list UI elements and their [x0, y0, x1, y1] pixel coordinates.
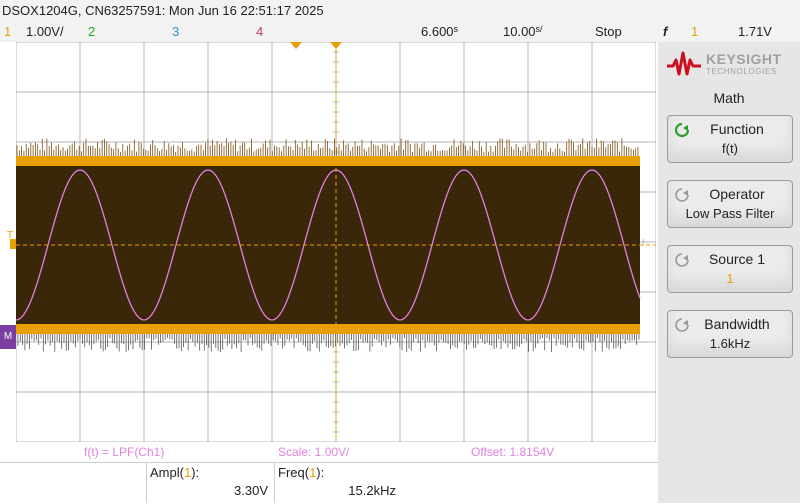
math-scale-text: Scale: 1.00V/ — [278, 445, 350, 459]
trigger-level-marker: T — [7, 230, 14, 241]
rotate-knob-icon — [675, 318, 689, 332]
time-delay-unit: s — [453, 24, 459, 34]
operator-softkey[interactable]: Operator Low Pass Filter — [667, 180, 793, 228]
trigger-source[interactable]: 1 — [691, 24, 699, 39]
function-value: f(t) — [722, 141, 738, 156]
measurement-label-end: ): — [316, 465, 325, 480]
menu-title: Math — [713, 90, 745, 106]
measurement-label-end: ): — [191, 465, 200, 480]
brand-subtitle: TECHNOLOGIES — [706, 67, 777, 76]
brand-name: KEYSIGHT — [706, 51, 782, 67]
delay-marker-icon — [290, 42, 302, 49]
ch3-number[interactable]: 3 — [172, 24, 180, 39]
rotate-knob-icon — [675, 188, 689, 202]
measurement-divider — [146, 463, 147, 503]
ch4-number[interactable]: 4 — [256, 24, 264, 39]
math-offset-text: Offset: 1.8154V — [471, 445, 555, 459]
measurement-name: Freq(1): — [278, 465, 324, 480]
ch1-ground-marker — [10, 239, 16, 249]
source1-value: 1 — [726, 271, 734, 286]
instrument-title: DSOX1204G, CN63257591: Mon Jun 16 22:51:… — [2, 3, 324, 18]
math-function-text: f(t) = LPF(Ch1) — [84, 445, 165, 459]
measurement-frequency[interactable]: Freq(1): 15.2kHz — [274, 463, 402, 503]
ch2-number[interactable]: 2 — [88, 24, 96, 39]
source1-softkey[interactable]: Source 1 1 — [667, 245, 793, 293]
rotate-knob-icon — [674, 122, 690, 138]
time-delay[interactable]: 6.600s — [421, 24, 458, 39]
math-info-bar: f(t) = LPF(Ch1) Scale: 1.00V/ Offset: 1.… — [16, 442, 656, 462]
math-ground-marker: M — [0, 325, 16, 349]
trigger-position-icon — [330, 42, 342, 49]
measurement-value: 3.30V — [234, 483, 268, 498]
source1-label: Source 1 — [708, 251, 766, 267]
measurement-value: 15.2kHz — [348, 483, 396, 498]
ch1-number[interactable]: 1 — [4, 24, 12, 39]
time-delay-value: 6.600 — [421, 24, 454, 39]
measurement-source: 1 — [309, 465, 317, 480]
keysight-logo: KEYSIGHT TECHNOLOGIES — [666, 48, 796, 84]
measurement-label: Freq( — [278, 465, 310, 480]
waveform-canvas — [16, 42, 656, 442]
time-scale-unit: s/ — [535, 24, 543, 34]
math-waveform — [16, 169, 641, 321]
function-label: Function — [710, 121, 764, 137]
time-scale[interactable]: 10.00s/ — [503, 24, 543, 39]
waveform-display[interactable] — [16, 42, 656, 442]
measurement-amplitude[interactable]: Ampl(1): 3.30V — [146, 463, 275, 503]
title-bar: DSOX1204G, CN63257591: Mon Jun 16 22:51:… — [0, 0, 800, 22]
operator-label: Operator — [709, 186, 765, 202]
function-softkey[interactable]: Function f(t) — [667, 115, 793, 163]
run-state[interactable]: Stop — [595, 24, 622, 39]
measurement-bar — [0, 462, 658, 504]
trigger-edge-icon: f — [663, 24, 668, 39]
status-bar: 1 1.00V/ 2 3 4 6.600s 10.00s/ Stop f 1 1… — [0, 22, 800, 42]
ch1-scale[interactable]: 1.00V/ — [26, 24, 64, 39]
bandwidth-label: Bandwidth — [704, 316, 770, 332]
bandwidth-value: 1.6kHz — [709, 336, 751, 351]
time-scale-value: 10.00 — [503, 24, 536, 39]
trigger-level[interactable]: 1.71V — [738, 24, 772, 39]
bandwidth-softkey[interactable]: Bandwidth 1.6kHz — [667, 310, 793, 358]
measurement-name: Ampl(1): — [150, 465, 199, 480]
keysight-wave-icon — [667, 51, 701, 76]
measurement-source: 1 — [183, 465, 192, 480]
measurement-label: Ampl( — [150, 465, 184, 480]
operator-value: Low Pass Filter — [685, 206, 775, 221]
rotate-knob-icon — [675, 253, 689, 267]
